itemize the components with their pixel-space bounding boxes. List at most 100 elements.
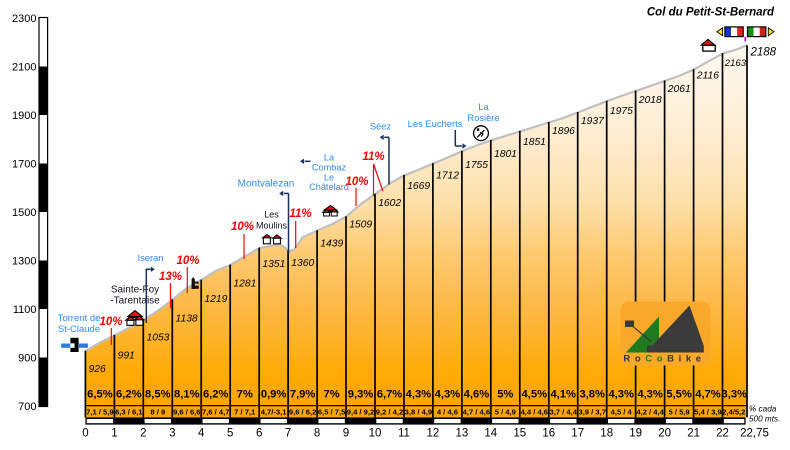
svg-text:500 mts.: 500 mts. [749,415,780,424]
svg-text:9,6 / 6,2: 9,6 / 6,2 [289,408,316,417]
svg-text:6: 6 [256,428,262,440]
svg-text:4,7%: 4,7% [695,389,721,401]
svg-text:1053: 1053 [147,332,170,343]
svg-text:4,3%: 4,3% [406,389,432,401]
svg-text:6,7%: 6,7% [377,389,403,401]
svg-text:4,3%: 4,3% [608,389,634,401]
svg-text:5 / 5,9: 5 / 5,9 [669,408,690,417]
svg-text:22,75: 22,75 [740,428,769,440]
svg-text:4,2 / 4,4: 4,2 / 4,4 [636,408,664,417]
svg-text:15: 15 [513,428,526,440]
svg-text:La: La [478,101,489,112]
svg-text:Moulins: Moulins [256,220,288,230]
svg-text:1138: 1138 [176,313,198,324]
svg-text:14: 14 [484,428,497,440]
svg-text:7,9%: 7,9% [290,389,316,401]
svg-text:12: 12 [427,428,440,440]
svg-text:1100: 1100 [13,304,37,316]
svg-text:3: 3 [169,428,175,440]
svg-text:700: 700 [18,401,36,413]
svg-text:1219: 1219 [204,294,227,305]
svg-text:16: 16 [542,428,555,440]
svg-text:10%: 10% [99,316,122,328]
svg-text:1509: 1509 [349,219,372,230]
svg-text:0: 0 [82,428,88,440]
svg-text:2061: 2061 [667,84,691,95]
svg-text:1801: 1801 [494,149,517,160]
svg-text:4,6%: 4,6% [464,389,490,401]
svg-text:1602: 1602 [378,198,401,209]
svg-text:-Tarentaise: -Tarentaise [110,295,160,306]
svg-text:5,5%: 5,5% [666,389,692,401]
svg-text:1669: 1669 [407,181,430,192]
svg-text:6,3 / 6,1: 6,3 / 6,1 [115,408,143,417]
svg-text:8,5%: 8,5% [145,389,171,401]
svg-text:1281: 1281 [233,279,256,290]
svg-text:10%: 10% [176,255,199,267]
svg-text:4,5%: 4,5% [522,389,548,401]
svg-text:4,7 / 4,6: 4,7 / 4,6 [463,408,490,417]
svg-text:La: La [324,153,335,163]
svg-text:7,1 / 5,9: 7,1 / 5,9 [86,408,113,417]
svg-text:11%: 11% [362,151,384,163]
svg-text:1439: 1439 [320,239,343,250]
svg-text:1500: 1500 [12,207,36,219]
svg-text:4,3%: 4,3% [435,389,461,401]
svg-text:20: 20 [658,428,671,440]
svg-text:4,1%: 4,1% [550,389,576,401]
svg-text:Montvalezan: Montvalezan [238,179,295,190]
svg-text:21: 21 [687,428,700,440]
svg-text:Iseran: Iseran [137,252,163,263]
svg-text:8 / 9: 8 / 9 [150,408,165,417]
svg-text:2188: 2188 [750,47,777,59]
svg-text:Les: Les [264,210,279,220]
svg-text:9,4 / 9,2: 9,4 / 9,2 [347,408,374,417]
svg-text:3,7 / 4,4: 3,7 / 4,4 [549,408,577,417]
svg-text:6,2%: 6,2% [116,389,142,401]
svg-text:6,5%: 6,5% [87,389,113,401]
svg-text:8: 8 [314,428,320,440]
svg-text:1700: 1700 [12,158,36,170]
svg-text:Combaz: Combaz [312,162,347,172]
svg-text:1300: 1300 [12,255,36,267]
svg-text:4,3%: 4,3% [637,389,663,401]
svg-text:Sainte-Foy: Sainte-Foy [111,285,159,296]
svg-text:11%: 11% [289,208,311,220]
svg-text:3,3%: 3,3% [722,389,748,401]
svg-text:1900: 1900 [12,110,36,122]
svg-text:2163: 2163 [724,58,747,69]
svg-text:10: 10 [369,428,382,440]
svg-text:19: 19 [629,428,642,440]
svg-text:3,9 / 3,7: 3,9 / 3,7 [578,408,605,417]
svg-text:2: 2 [140,428,146,440]
svg-text:1851: 1851 [523,137,546,148]
svg-text:2018: 2018 [638,95,662,106]
svg-text:9,6 / 6,6: 9,6 / 6,6 [173,408,200,417]
svg-text:Rosière: Rosière [467,112,499,123]
svg-text:RoCoBike: RoCoBike [623,354,705,365]
svg-text:11: 11 [398,428,410,440]
svg-text:6,5 / 7,5: 6,5 / 7,5 [318,408,346,417]
svg-text:1351: 1351 [262,259,285,270]
svg-text:1896: 1896 [552,126,575,137]
svg-text:926: 926 [89,364,106,375]
svg-text:7,6 / 4,7: 7,6 / 4,7 [202,408,229,417]
svg-text:4,7/-3,1: 4,7/-3,1 [261,408,288,417]
svg-text:9,2 / 4,2: 9,2 / 4,2 [376,408,403,417]
svg-text:991: 991 [118,350,135,361]
svg-text:1755: 1755 [465,160,488,171]
svg-text:3,8%: 3,8% [579,389,605,401]
svg-text:6,2%: 6,2% [203,389,229,401]
svg-text:1937: 1937 [581,116,605,127]
svg-text:17: 17 [571,428,584,440]
svg-text:2,4/5,2: 2,4/5,2 [722,408,745,417]
svg-text:4: 4 [198,428,205,440]
svg-text:Col du Petit-St-Bernard: Col du Petit-St-Bernard [647,6,775,18]
svg-text:7 / 7,1: 7 / 7,1 [234,408,256,417]
svg-text:5%: 5% [497,389,513,401]
svg-text:10%: 10% [231,221,254,233]
svg-text:0,9%: 0,9% [261,389,287,401]
svg-text:4,5 / 4: 4,5 / 4 [611,408,633,417]
svg-text:4,4 / 4,6: 4,4 / 4,6 [521,408,548,417]
svg-text:Séez: Séez [370,122,391,132]
